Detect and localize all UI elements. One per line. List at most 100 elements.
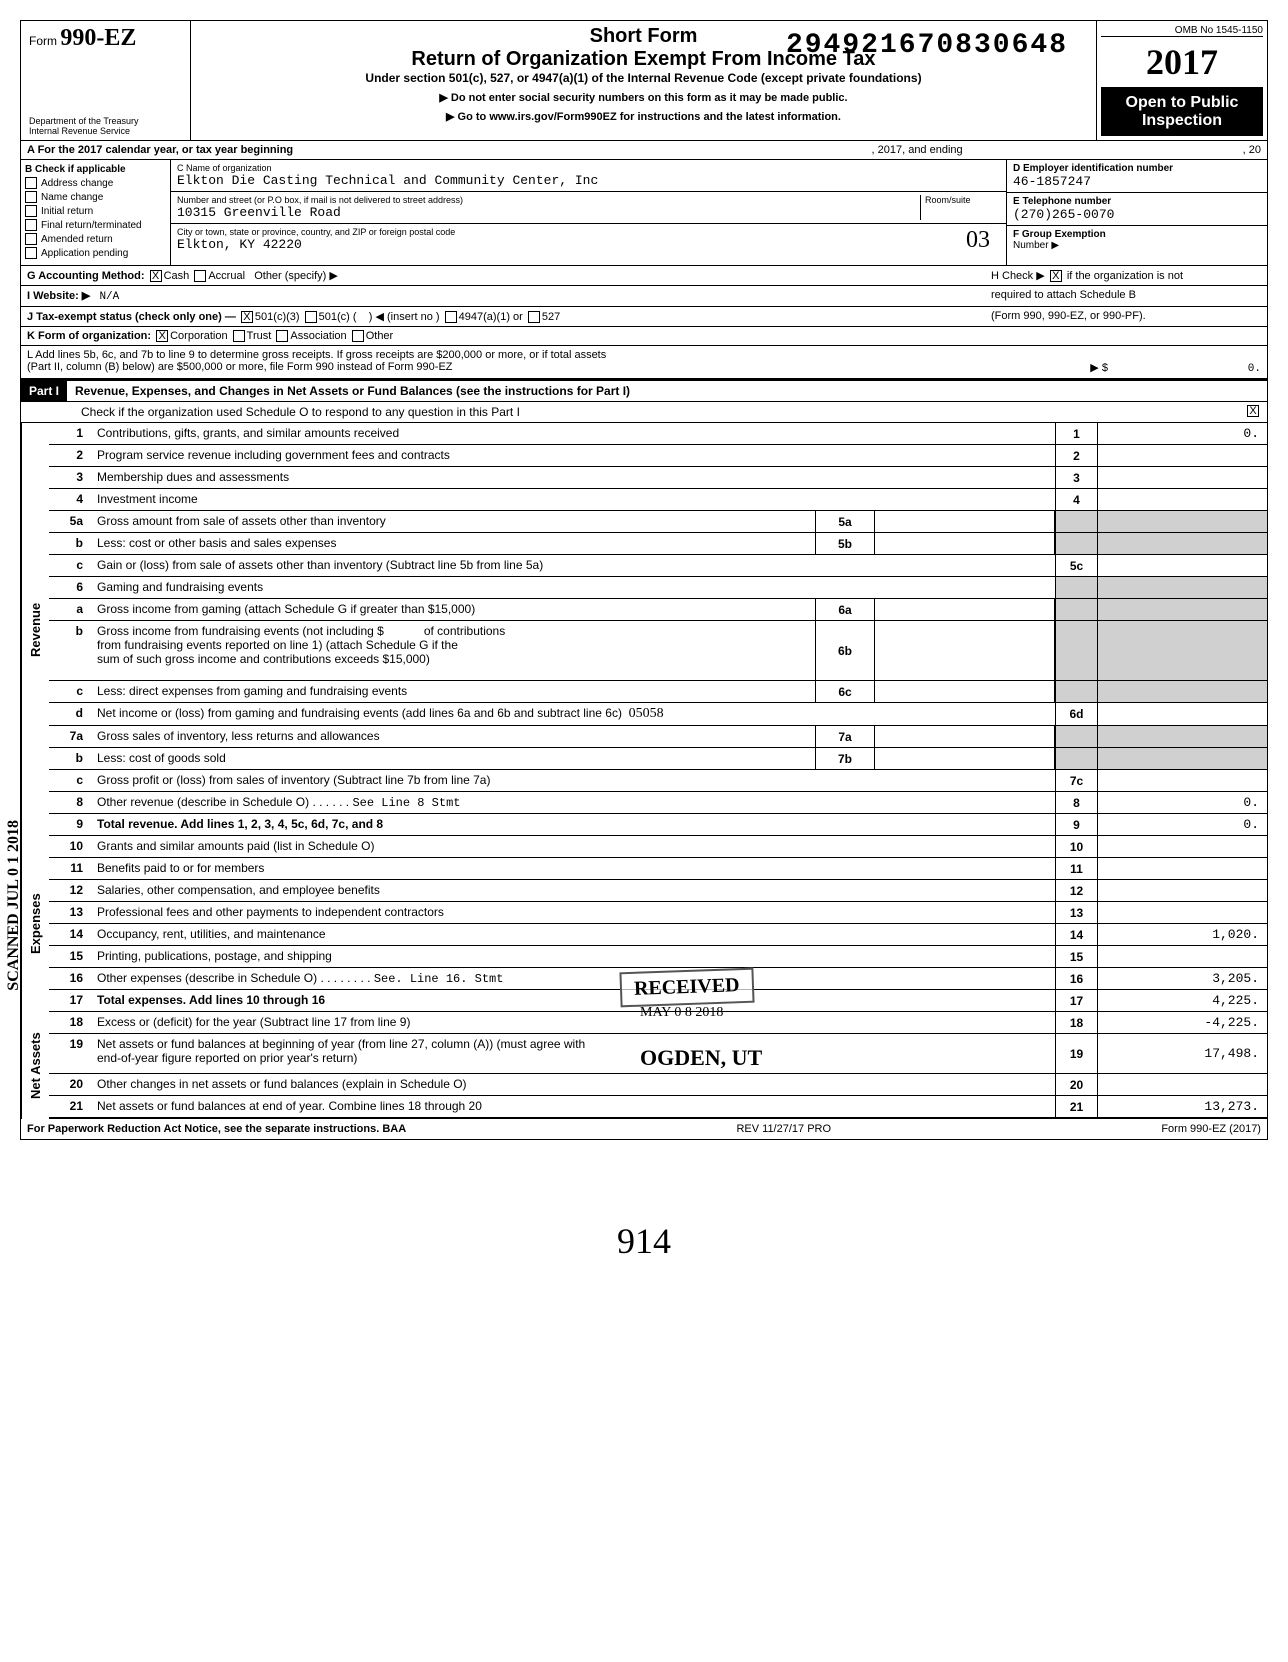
line-20-val	[1097, 1074, 1267, 1095]
check-association[interactable]	[276, 330, 288, 342]
line-11-num: 11	[1055, 858, 1097, 879]
org-name: Elkton Die Casting Technical and Communi…	[177, 173, 1000, 188]
line-16-val: 3,205.	[1097, 968, 1267, 989]
label-cash: Cash	[164, 270, 190, 282]
line-7c-desc: Gross profit or (loss) from sales of inv…	[91, 770, 1055, 791]
open-public-2: Inspection	[1103, 112, 1261, 130]
phone-value: (270)265-0070	[1013, 207, 1261, 222]
line-6-desc: Gaming and fundraising events	[91, 577, 1055, 598]
line-19-desc: Net assets or fund balances at beginning…	[91, 1034, 1055, 1073]
line-6c-desc: Less: direct expenses from gaming and fu…	[91, 681, 815, 702]
line-1-val: 0.	[1097, 423, 1267, 444]
line-a-mid: , 2017, and ending	[872, 144, 963, 156]
line-l-2: (Part II, column (B) below) are $500,000…	[27, 361, 453, 375]
line-8-desc: Other revenue (describe in Schedule O) .…	[91, 792, 1055, 813]
line-18-desc: Excess or (deficit) for the year (Subtra…	[91, 1012, 1055, 1033]
check-name-change[interactable]: Name change	[25, 191, 166, 203]
label-ein: D Employer identification number	[1013, 163, 1261, 174]
side-label-expenses: Expenses	[21, 836, 49, 1012]
check-other-org[interactable]	[352, 330, 364, 342]
label-527: 527	[542, 311, 560, 323]
line-8-num: 8	[1055, 792, 1097, 813]
line-14-desc: Occupancy, rent, utilities, and maintena…	[91, 924, 1055, 945]
check-4947[interactable]	[445, 311, 457, 323]
line-j-label: J Tax-exempt status (check only one) —	[27, 311, 236, 323]
line-3-val	[1097, 467, 1267, 488]
line-10-val	[1097, 836, 1267, 857]
check-final-return[interactable]: Final return/terminated	[25, 219, 166, 231]
part-1-check-line: Check if the organization used Schedule …	[21, 402, 1267, 423]
line-12-num: 12	[1055, 880, 1097, 901]
line-6a-inum: 6a	[815, 599, 875, 620]
line-20-desc: Other changes in net assets or fund bala…	[91, 1074, 1055, 1095]
line-l-arrow: ▶ $	[1090, 362, 1108, 374]
line-1-desc: Contributions, gifts, grants, and simila…	[91, 423, 1055, 444]
line-6d-val	[1097, 703, 1267, 725]
line-12-desc: Salaries, other compensation, and employ…	[91, 880, 1055, 901]
check-527[interactable]	[528, 311, 540, 323]
line-6d-num: 6d	[1055, 703, 1097, 725]
line-17-val: 4,225.	[1097, 990, 1267, 1011]
line-13-desc: Professional fees and other payments to …	[91, 902, 1055, 923]
check-h[interactable]: X	[1050, 270, 1062, 282]
footer-left: For Paperwork Reduction Act Notice, see …	[27, 1123, 406, 1135]
line-21-val: 13,273.	[1097, 1096, 1267, 1117]
line-g-label: G Accounting Method:	[27, 270, 145, 282]
label-4947: 4947(a)(1) or	[459, 311, 523, 323]
line-15-desc: Printing, publications, postage, and shi…	[91, 946, 1055, 967]
line-17-desc: Total expenses. Add lines 10 through 16	[91, 990, 1055, 1011]
check-accrual[interactable]	[194, 270, 206, 282]
dept-line-2: Internal Revenue Service	[29, 126, 182, 136]
line-4-num: 4	[1055, 489, 1097, 510]
revenue-section: Revenue 1Contributions, gifts, grants, a…	[21, 423, 1267, 836]
line-9-num: 9	[1055, 814, 1097, 835]
dept-line-1: Department of the Treasury	[29, 116, 182, 126]
label-other-org: Other	[366, 330, 394, 342]
line-a-prefix: A For the 2017 calendar year, or tax yea…	[27, 144, 293, 156]
line-6d-desc: Net income or (loss) from gaming and fun…	[91, 703, 1055, 725]
side-label-netassets: Net Assets	[21, 1012, 49, 1119]
section-bcdef: B Check if applicable Address change Nam…	[21, 160, 1267, 266]
line-h-2: if the organization is not	[1067, 270, 1183, 282]
open-public-1: Open to Public	[1103, 94, 1261, 112]
line-k-label: K Form of organization:	[27, 330, 151, 342]
street-address: 10315 Greenville Road	[177, 205, 920, 220]
part-1-header-row: Part I Revenue, Expenses, and Changes in…	[21, 379, 1267, 402]
check-trust[interactable]	[233, 330, 245, 342]
city-state-zip: Elkton, KY 42220	[177, 237, 455, 252]
part-1-badge: Part I	[21, 381, 67, 401]
check-application-pending[interactable]: Application pending	[25, 247, 166, 259]
check-501c[interactable]	[305, 311, 317, 323]
footer-mid: REV 11/27/17 PRO	[736, 1123, 831, 1135]
line-19-num: 19	[1055, 1034, 1097, 1073]
line-6a-desc: Gross income from gaming (attach Schedul…	[91, 599, 815, 620]
line-16-num: 16	[1055, 968, 1097, 989]
check-501c3[interactable]: X	[241, 311, 253, 323]
year-box: OMB No 1545-1150 2017 Open to Public Ins…	[1097, 21, 1267, 140]
line-18-num: 18	[1055, 1012, 1097, 1033]
label-accrual: Accrual	[208, 270, 245, 282]
line-h-3: required to attach Schedule B	[991, 289, 1136, 301]
check-cash[interactable]: X	[150, 270, 162, 282]
check-initial-return[interactable]: Initial return	[25, 205, 166, 217]
line-2-num: 2	[1055, 445, 1097, 466]
check-schedule-o[interactable]: X	[1247, 405, 1259, 417]
footer: For Paperwork Reduction Act Notice, see …	[21, 1119, 1267, 1139]
check-amended-return[interactable]: Amended return	[25, 233, 166, 245]
label-street: Number and street (or P.O box, if mail i…	[177, 195, 920, 205]
line-9-desc: Total revenue. Add lines 1, 2, 3, 4, 5c,…	[91, 814, 1055, 835]
handwritten-bottom: 914	[20, 1220, 1268, 1262]
label-room: Room/suite	[925, 195, 1000, 205]
check-corporation[interactable]: X	[156, 330, 168, 342]
check-address-change[interactable]: Address change	[25, 177, 166, 189]
row-k: K Form of organization: XCorporation Tru…	[21, 327, 1267, 346]
line-5b-inum: 5b	[815, 533, 875, 554]
form-header: Form 990-EZ Department of the Treasury I…	[21, 21, 1267, 141]
section-b-header: B Check if applicable	[25, 164, 166, 175]
line-i-label: I Website: ▶	[27, 290, 90, 302]
line-14-val: 1,020.	[1097, 924, 1267, 945]
part-1-title: Revenue, Expenses, and Changes in Net As…	[67, 381, 638, 401]
footer-right: Form 990-EZ (2017)	[1161, 1123, 1261, 1135]
tax-year: 2017	[1101, 36, 1263, 88]
line-17-num: 17	[1055, 990, 1097, 1011]
